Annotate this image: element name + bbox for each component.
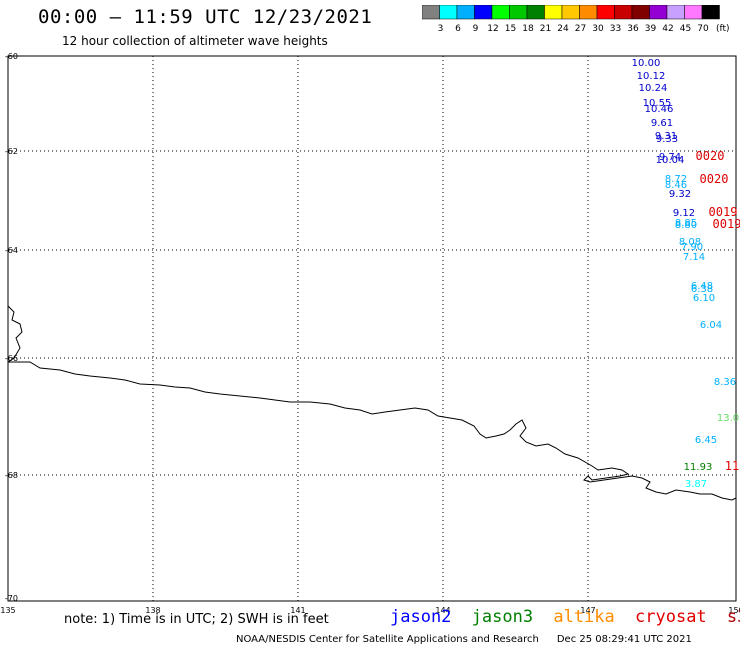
wave-height-label: 0019 — [713, 217, 740, 231]
longitude-label: 147 — [580, 606, 595, 615]
wave-height-label: 10.55 — [643, 98, 672, 109]
satellite-legend-jason2: jason2 — [390, 607, 452, 627]
scale-tick-label: 33 — [610, 24, 621, 34]
wave-height-label: 8.72 — [665, 174, 687, 185]
wave-height-label: 9.12 — [673, 208, 695, 219]
wave-height-label: 3.87 — [685, 479, 707, 490]
longitude-label: 141 — [290, 606, 305, 615]
latitude-label: -68 — [5, 471, 18, 480]
wave-height-label: 0019 — [709, 205, 738, 219]
wave-height-label: 10.04 — [656, 155, 685, 166]
longitude-label: 135 — [0, 606, 15, 615]
timestamp-text: Dec 25 08:29:41 UTC 2021 — [556, 634, 692, 645]
scale-tick-label: 21 — [540, 24, 551, 34]
scale-tick-label: 6 — [455, 24, 461, 34]
scale-tick-label: 15 — [505, 24, 516, 34]
antarctic-coastline — [7, 305, 737, 501]
scale-tick-label: 27 — [575, 24, 586, 34]
scale-tick-label: 39 — [645, 24, 657, 34]
map-gridlines — [8, 56, 736, 601]
satellite-legend: jason2 jason3 altika cryosat s3a — [390, 607, 740, 627]
wave-height-label: 7.14 — [683, 252, 705, 263]
wave-height-label: 8.08 — [679, 237, 701, 248]
scale-tick-label: 12 — [487, 24, 498, 34]
wave-height-label: 10.00 — [632, 58, 661, 69]
latitude-label: -70 — [5, 594, 18, 603]
wave-height-label: 10.46 — [645, 104, 674, 115]
wave-height-label: 0020 — [696, 149, 725, 163]
wave-height-label: 11 — [725, 459, 739, 473]
scale-tick-label: 18 — [522, 24, 534, 34]
wave-height-label: 8.46 — [665, 180, 687, 191]
wave-height-label: 6.38 — [691, 284, 713, 295]
wave-height-label: 6.10 — [693, 293, 715, 304]
scale-tick-label: 45 — [680, 24, 691, 34]
wave-height-label: 0020 — [700, 172, 729, 186]
map-subtitle: 12 hour collection of altimeter wave hei… — [62, 34, 328, 48]
credit-text: NOAA/NESDIS Center for Satellite Applica… — [236, 634, 539, 645]
scale-tick-label: 70 — [697, 24, 709, 34]
scale-tick-label: 42 — [662, 24, 673, 34]
axis-labels: -60 -62 -64 -66 -68 -70 135 138 141 144 147 150 — [0, 52, 740, 615]
wave-height-label: 9.74 — [659, 152, 681, 163]
wave-height-label: 6.48 — [691, 281, 713, 292]
latitude-label: -60 — [5, 52, 18, 61]
satellite-legend-jason3: jason3 — [471, 607, 534, 627]
wave-height-label: 7.90 — [681, 242, 703, 253]
credit-line: NOAA/NESDIS Center for Satellite Applica… — [236, 634, 692, 645]
wave-height-label: 8.85 — [675, 218, 697, 229]
wave-height-label: 6.45 — [695, 435, 717, 446]
latitude-label: -62 — [5, 147, 18, 156]
satellite-legend-cryosat: cryosat — [635, 607, 707, 627]
scale-tick-label: 3 — [438, 24, 444, 34]
satellite-legend-s3a: s3a — [726, 607, 740, 627]
wave-height-label: 9.31 — [655, 131, 677, 142]
latitude-label: -64 — [5, 246, 18, 255]
wave-height-label: 9.32 — [669, 189, 691, 200]
wave-height-label: 13.0 — [717, 413, 739, 424]
wave-height-label: 9.61 — [651, 118, 673, 129]
scale-unit-label: (ft) — [716, 24, 730, 34]
map-title: 00:00 – 11:59 UTC 12/23/2021 — [38, 6, 373, 28]
scale-tick-label: 30 — [592, 24, 604, 34]
longitude-label: 138 — [145, 606, 160, 615]
longitude-label: 150 — [728, 606, 740, 615]
scale-tick-label: 24 — [557, 24, 569, 34]
wave-height-label: 8.36 — [714, 377, 736, 388]
wave-height-label: 10.12 — [637, 71, 666, 82]
scale-tick-label: 9 — [473, 24, 479, 34]
wave-height-label: 8.80 — [675, 220, 697, 231]
wave-height-color-scale: 3 6 9 12 15 18 21 24 27 30 33 36 39 42 45 70 (ft) — [422, 5, 730, 34]
wave-height-label: 6.04 — [700, 320, 722, 331]
latitude-label: -66 — [5, 354, 18, 363]
satellite-legend-altika: altika — [553, 607, 615, 627]
units-note: note: 1) Time is in UTC; 2) SWH is in fe… — [64, 612, 329, 627]
longitude-label: 144 — [435, 606, 450, 615]
wave-height-label: 10.24 — [639, 83, 668, 94]
scale-swatch — [701, 5, 720, 20]
scale-tick-label: 36 — [627, 24, 639, 34]
map-frame — [7, 55, 737, 602]
wave-height-label: 9.33 — [656, 134, 678, 145]
wave-height-label: 11.93 — [684, 462, 713, 473]
